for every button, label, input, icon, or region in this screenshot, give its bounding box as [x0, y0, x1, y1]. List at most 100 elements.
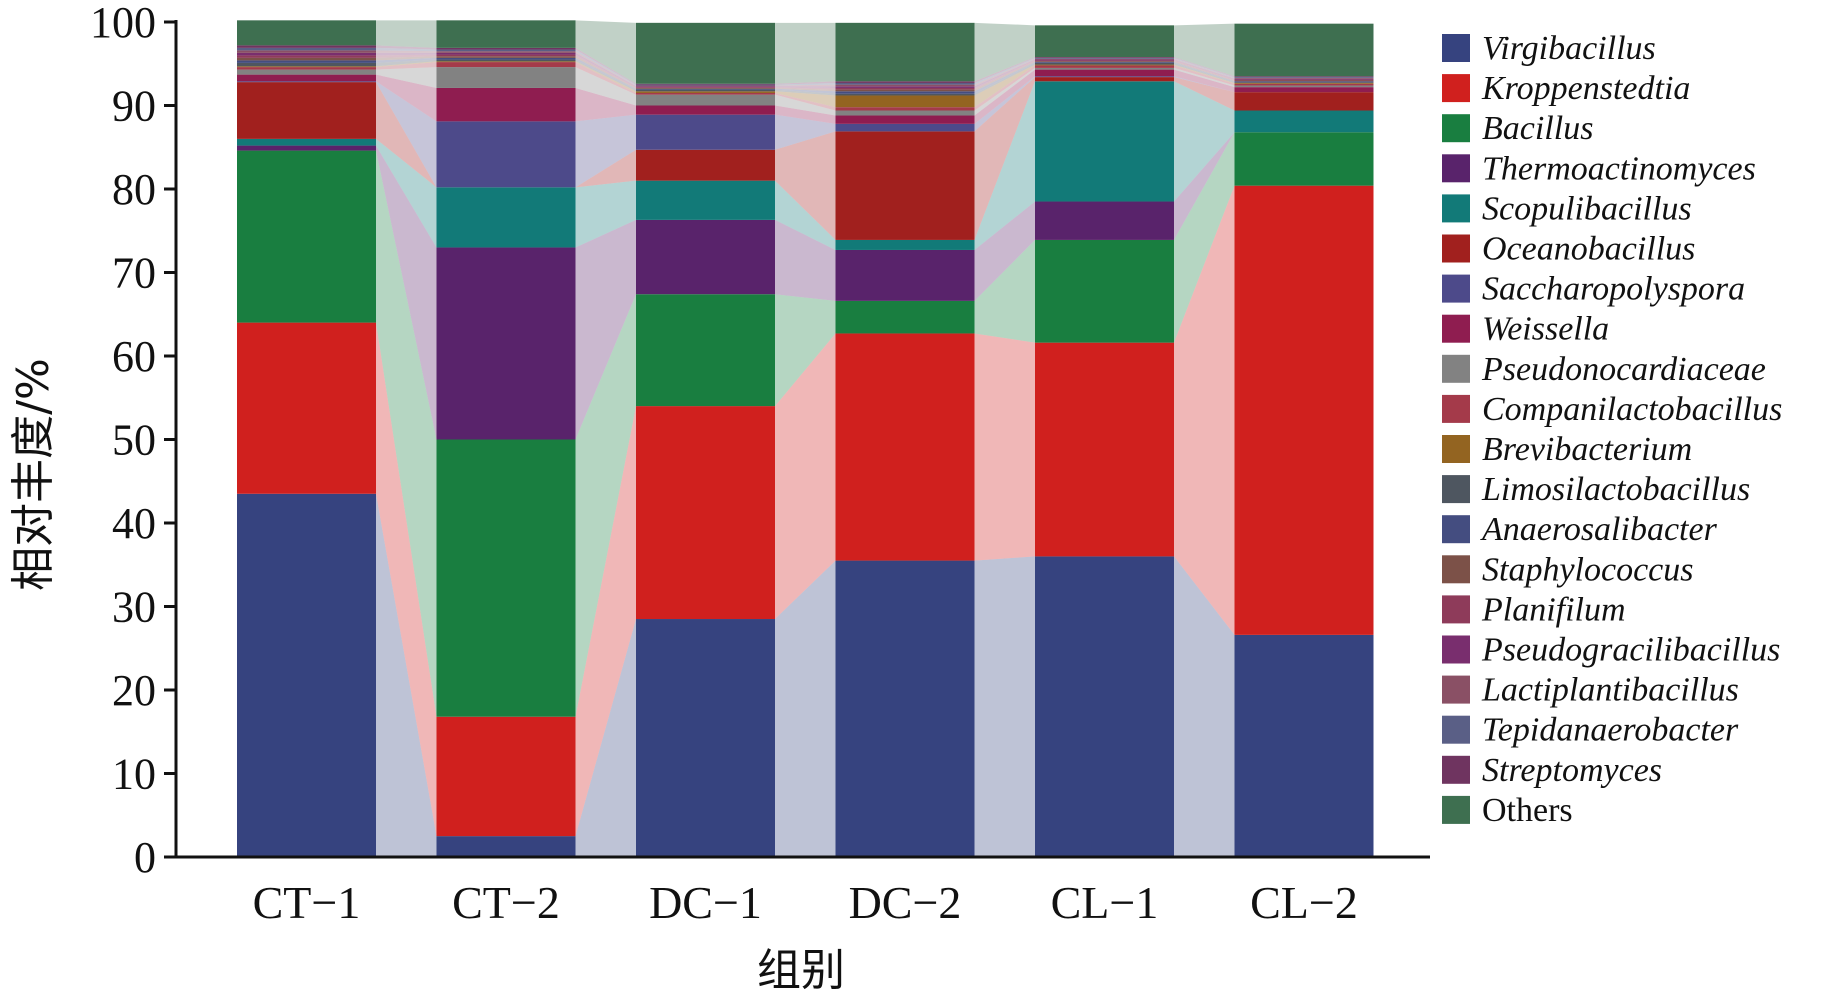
y-tick-label: 50	[112, 416, 156, 465]
bar-segment-brevibacterium	[1234, 82, 1374, 84]
x-category-label: DC−2	[849, 877, 962, 928]
bar-segment-limosilactobacillus	[835, 93, 975, 96]
bar-segment-tepidanaerobacter	[1234, 77, 1374, 78]
bar-segment-anaerosalibacter	[1234, 81, 1374, 83]
bar-segment-brevibacterium	[436, 61, 576, 63]
bar-segment-thermoactinomyces	[636, 219, 775, 295]
flow-band-planifilum	[775, 87, 836, 90]
flow-band-pseudogracilibacillus	[974, 59, 1035, 88]
bar-segment-pseudonocardiaceae	[636, 94, 775, 106]
bar-segment-thermoactinomyces	[436, 247, 576, 440]
bar-segment-scopulibacillus	[1035, 81, 1174, 202]
flow-band-weissella	[974, 69, 1035, 124]
flow-band-virgibacillus	[775, 560, 836, 857]
bar-segment-streptomyces	[1035, 57, 1174, 58]
flow-band-saccharopolyspora	[376, 81, 437, 188]
flow-band-tepidanaerobacter	[775, 82, 836, 86]
bar-segment-tepidanaerobacter	[237, 47, 376, 51]
bar-segment-pseudogracilibacillus	[636, 86, 775, 88]
flow-band-brevibacterium	[775, 91, 836, 108]
flow-band-lactiplantibacillus	[575, 51, 636, 87]
legend-label-planifilum: Planifilum	[1481, 591, 1626, 628]
bar-segment-thermoactinomyces	[1035, 201, 1174, 240]
bar-segment-streptomyces	[835, 81, 975, 83]
flow-band-oceanobacillus	[775, 131, 836, 240]
bar-segment-pseudonocardiaceae	[1234, 85, 1374, 88]
legend-swatch-weissella	[1442, 314, 1470, 343]
bar-segment-virgibacillus	[1234, 634, 1374, 857]
flow-band-virgibacillus	[974, 556, 1035, 857]
bar-segment-staphylococcus	[636, 87, 775, 89]
bar-segment-staphylococcus	[1234, 80, 1374, 82]
bar-segment-lactiplantibacillus	[1035, 58, 1174, 60]
flow-band-companilactobacillus	[376, 62, 437, 70]
legend-swatch-lactiplantibacillus	[1442, 675, 1470, 704]
flow-band-scopulibacillus	[974, 81, 1035, 250]
legend-label-pseudogracilibacillus: Pseudogracilibacillus	[1481, 632, 1780, 669]
flow-band-streptomyces	[575, 47, 636, 85]
bar-segment-others	[237, 20, 376, 46]
legend-swatch-others	[1442, 795, 1470, 824]
bar-segment-pseudogracilibacillus	[436, 52, 576, 55]
bar-segment-tepidanaerobacter	[835, 82, 975, 85]
legend-label-saccharopolyspora: Saccharopolyspora	[1482, 271, 1745, 308]
bars	[237, 20, 1374, 857]
legend-swatch-virgibacillus	[1442, 34, 1470, 62]
bar-segment-pseudogracilibacillus	[1234, 78, 1374, 80]
bar-segment-weissella	[1234, 87, 1374, 93]
bar-segment-kroppenstedtia	[835, 333, 975, 561]
flow-band-tepidanaerobacter	[974, 57, 1035, 85]
bar-segment-anaerosalibacter	[237, 60, 376, 63]
flow-band-anaerosalibacter	[775, 88, 836, 94]
legend-label-oceanobacillus: Oceanobacillus	[1482, 231, 1695, 268]
flow-band-weissella	[1174, 69, 1235, 93]
legend-label-kroppenstedtia: Kroppenstedtia	[1481, 70, 1690, 107]
x-category-label: CL−2	[1250, 877, 1358, 928]
flow-band-saccharopolyspora	[974, 76, 1035, 132]
flow-band-brevibacterium	[376, 61, 437, 68]
legend-label-virgibacillus: Virgibacillus	[1482, 30, 1656, 67]
bar-segment-kroppenstedtia	[436, 716, 576, 837]
bar-segment-kroppenstedtia	[1035, 342, 1174, 557]
legend-label-staphylococcus: Staphylococcus	[1482, 551, 1694, 588]
flow-band-lactiplantibacillus	[974, 58, 1035, 87]
bar-segment-kroppenstedtia	[636, 406, 775, 620]
bar-segment-others	[1234, 23, 1374, 77]
flow-band-others	[1174, 23, 1235, 77]
legend-label-bacillus: Bacillus	[1482, 110, 1593, 147]
y-tick-label: 60	[112, 332, 156, 381]
flow-band-pseudonocardiaceae	[775, 94, 836, 116]
bar-segment-weissella	[436, 87, 576, 122]
legend-swatch-kroppenstedtia	[1442, 74, 1470, 103]
bar-segment-others	[835, 22, 975, 82]
bar-segment-tepidanaerobacter	[436, 49, 576, 52]
flow-band-bacillus	[575, 294, 636, 717]
bar-segment-pseudonocardiaceae	[1035, 67, 1174, 70]
legend-label-brevibacterium: Brevibacterium	[1482, 431, 1692, 468]
legend-swatch-saccharopolyspora	[1442, 274, 1470, 303]
bar-segment-saccharopolyspora	[237, 81, 376, 83]
legend-swatch-streptomyces	[1442, 755, 1470, 784]
flow-band-brevibacterium	[974, 64, 1035, 108]
legend-swatch-brevibacterium	[1442, 435, 1470, 463]
flow-band-kroppenstedtia	[775, 333, 836, 620]
y-tick-label: 40	[112, 499, 156, 548]
bar-segment-companilactobacillus	[835, 107, 975, 111]
flow-band-tepidanaerobacter	[1174, 57, 1235, 78]
flow-band-limosilactobacillus	[775, 89, 836, 96]
bar-segment-companilactobacillus	[1035, 65, 1174, 68]
bar-segment-lactiplantibacillus	[636, 85, 775, 87]
bar-segment-virgibacillus	[1035, 556, 1174, 857]
bar-segment-staphylococcus	[436, 56, 576, 58]
bar-segment-scopulibacillus	[835, 239, 975, 250]
bar-segment-planifilum	[1035, 60, 1174, 62]
flow-band-thermoactinomyces	[1174, 132, 1235, 240]
bar-segment-scopulibacillus	[636, 180, 775, 220]
legend-label-tepidanaerobacter: Tepidanaerobacter	[1482, 712, 1739, 749]
bar-segment-weissella	[237, 74, 376, 82]
bar-segment-companilactobacillus	[1234, 83, 1374, 86]
y-axis-title: 相对丰度/%	[8, 358, 59, 591]
flow-band-lactiplantibacillus	[376, 50, 437, 53]
legend-swatch-pseudogracilibacillus	[1442, 635, 1470, 664]
flow-band-lactiplantibacillus	[775, 84, 836, 87]
